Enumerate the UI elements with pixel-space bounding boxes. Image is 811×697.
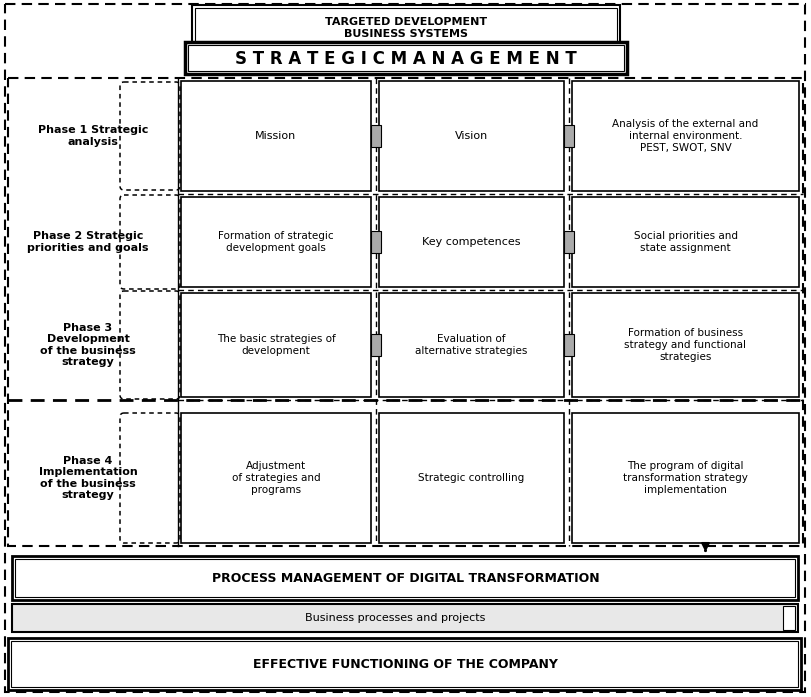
Bar xyxy=(8,638,801,690)
Bar xyxy=(181,197,371,287)
Text: Formation of strategic
development goals: Formation of strategic development goals xyxy=(218,231,334,253)
Text: S T R A T E G I C M A N A G E M E N T: S T R A T E G I C M A N A G E M E N T xyxy=(235,50,577,68)
Bar xyxy=(188,45,624,71)
Text: Social priorities and
state assignment: Social priorities and state assignment xyxy=(633,231,737,253)
Bar xyxy=(572,197,799,287)
Text: Phase 4
Implementation
of the business
strategy: Phase 4 Implementation of the business s… xyxy=(39,456,137,500)
Bar xyxy=(371,231,381,253)
Text: Formation of business
strategy and functional
strategies: Formation of business strategy and funct… xyxy=(624,328,746,362)
Text: Analysis of the external and
internal environment.
PEST, SWOT, SNV: Analysis of the external and internal en… xyxy=(612,119,758,153)
Bar xyxy=(564,125,574,147)
Bar xyxy=(572,413,799,543)
Bar xyxy=(11,641,798,687)
Text: PROCESS MANAGEMENT OF DIGITAL TRANSFORMATION: PROCESS MANAGEMENT OF DIGITAL TRANSFORMA… xyxy=(212,572,599,585)
Bar xyxy=(783,606,795,630)
Bar xyxy=(181,81,371,191)
Text: The basic strategies of
development: The basic strategies of development xyxy=(217,334,336,355)
Bar xyxy=(185,42,627,74)
Text: TARGETED DEVELOPMENT
BUSINESS SYSTEMS: TARGETED DEVELOPMENT BUSINESS SYSTEMS xyxy=(325,17,487,39)
Bar xyxy=(181,413,371,543)
Bar xyxy=(379,293,564,397)
Text: Evaluation of
alternative strategies: Evaluation of alternative strategies xyxy=(415,334,528,355)
Bar xyxy=(12,556,798,600)
Bar xyxy=(195,8,617,48)
Text: EFFECTIVE FUNCTIONING OF THE COMPANY: EFFECTIVE FUNCTIONING OF THE COMPANY xyxy=(253,657,558,671)
Bar xyxy=(572,81,799,191)
Text: Strategic controlling: Strategic controlling xyxy=(418,473,525,483)
Bar xyxy=(379,81,564,191)
Text: Phase 1 Strategic
analysis: Phase 1 Strategic analysis xyxy=(38,125,148,147)
Bar xyxy=(371,334,381,356)
Bar xyxy=(379,197,564,287)
Bar xyxy=(12,604,798,632)
Bar xyxy=(15,559,795,597)
Bar xyxy=(371,125,381,147)
Text: Business processes and projects: Business processes and projects xyxy=(305,613,486,623)
Text: Mission: Mission xyxy=(255,131,297,141)
Text: Vision: Vision xyxy=(455,131,488,141)
Bar xyxy=(192,5,620,51)
Text: Phase 2 Strategic
priorities and goals: Phase 2 Strategic priorities and goals xyxy=(28,231,148,253)
Bar xyxy=(379,413,564,543)
Text: The program of digital
transformation strategy
implementation: The program of digital transformation st… xyxy=(623,461,748,495)
Bar xyxy=(181,293,371,397)
Bar xyxy=(572,293,799,397)
Text: Key competences: Key competences xyxy=(423,237,521,247)
Text: Adjustment
of strategies and
programs: Adjustment of strategies and programs xyxy=(232,461,320,495)
Bar xyxy=(564,334,574,356)
Text: Phase 3
Development
of the business
strategy: Phase 3 Development of the business stra… xyxy=(40,323,136,367)
Bar xyxy=(564,231,574,253)
Bar xyxy=(8,78,803,546)
